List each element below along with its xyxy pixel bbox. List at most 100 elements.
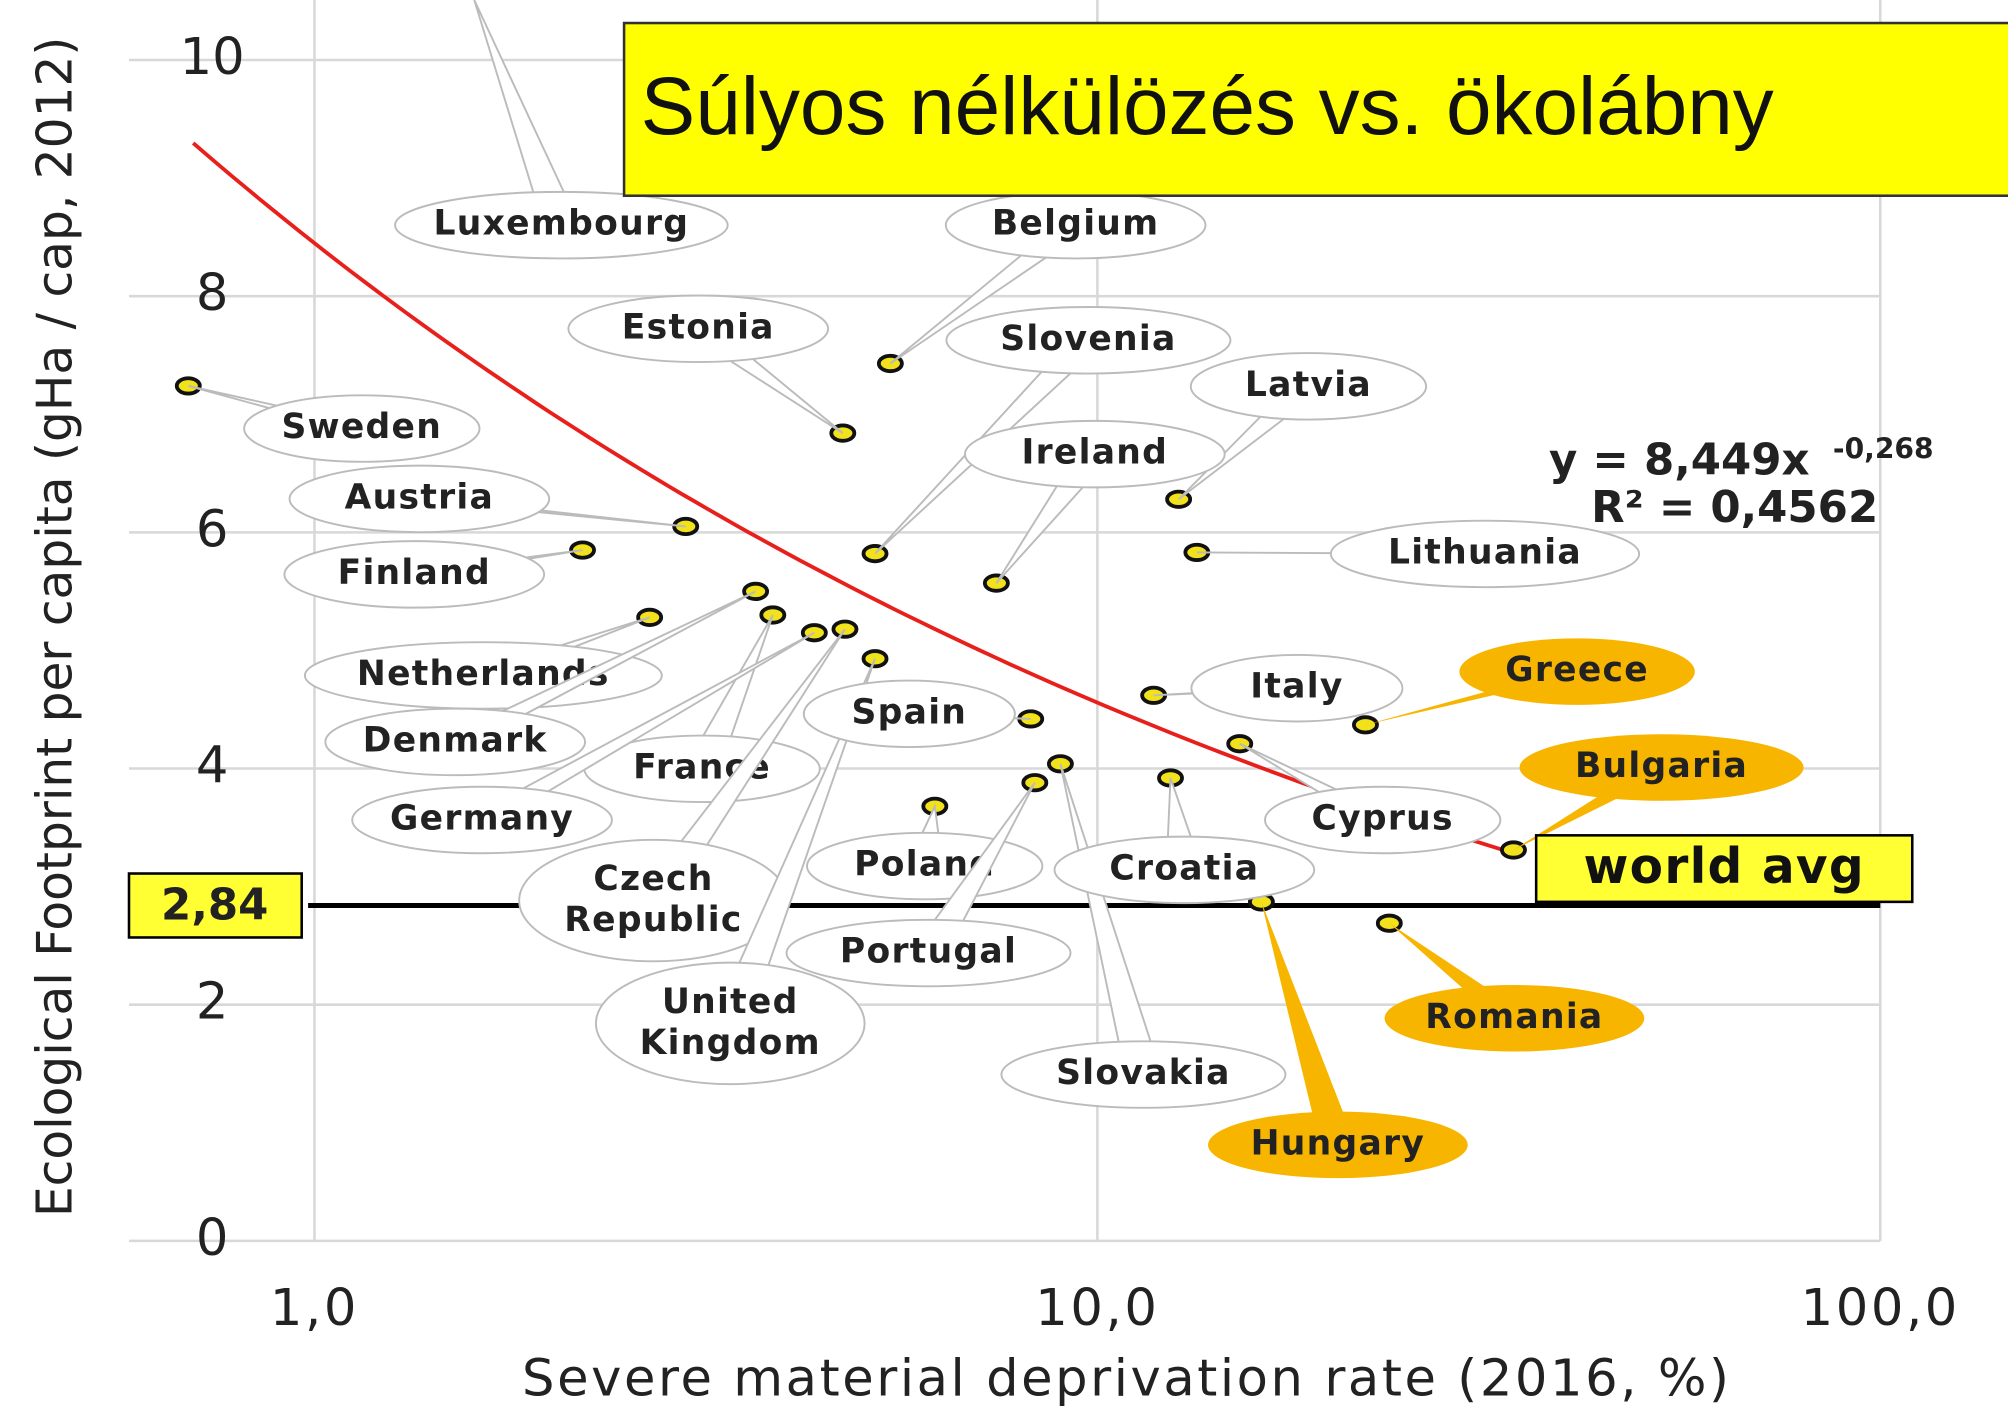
- reference-label: 2,84: [161, 881, 268, 931]
- y-tick-label: 4: [196, 737, 229, 796]
- y-tick-label: 2: [196, 973, 229, 1032]
- point-label: Austria: [345, 477, 494, 517]
- point-label: Hungary: [1251, 1123, 1426, 1163]
- callout-pointer: [679, 327, 844, 434]
- callout: Ireland: [964, 419, 1226, 584]
- callout: United Kingdom: [594, 658, 876, 1086]
- callout: Romania: [1384, 923, 1645, 1052]
- point-label: Lithuania: [1388, 532, 1582, 572]
- y-tick-label: 10: [180, 28, 245, 87]
- x-axis-label: Severe material deprivation rate (2016, …: [522, 1350, 1732, 1409]
- callout: Belgium: [889, 190, 1207, 365]
- callout-pointer: [473, 0, 581, 226]
- callout-bubble: [283, 540, 546, 609]
- callout: Netherlands: [303, 616, 663, 710]
- callout-pointer: [436, 590, 757, 743]
- callout-pointer: [1261, 901, 1356, 1145]
- callout-bubble: [288, 464, 551, 534]
- x-tick-label: 100,0: [1801, 1279, 1960, 1338]
- point-label: Latvia: [1245, 365, 1372, 405]
- callout: Slovenia: [874, 306, 1232, 555]
- callout-bubble: [1190, 654, 1404, 723]
- trend-exponent: -0,268: [1833, 432, 1934, 465]
- callout-bubble: [964, 419, 1226, 489]
- callout-bubble: [1329, 519, 1641, 589]
- callout-bubble: [802, 679, 1016, 749]
- callout: Luxembourg: [394, 0, 729, 260]
- callout-bubble: [1208, 1111, 1468, 1179]
- callout-pointer: [909, 782, 1036, 954]
- callout-pointer: [463, 631, 815, 821]
- reference-label-box: [127, 872, 303, 939]
- callout-bubble: [324, 707, 587, 777]
- callout: Hungary: [1208, 901, 1468, 1179]
- callout-pointer: [1059, 763, 1163, 1075]
- x-tick-label: 1,0: [270, 1279, 359, 1338]
- point-label: Italy: [1250, 667, 1343, 707]
- point-label: Cyprus: [1311, 798, 1453, 838]
- callout: Greece: [1365, 638, 1695, 725]
- callout-bubble: [1000, 1040, 1287, 1109]
- trend-equation: y = 8,449x: [1549, 436, 1810, 486]
- callout-pointer: [711, 658, 876, 1024]
- point-label: Luxembourg: [434, 204, 690, 244]
- callout-bubble: [1053, 835, 1316, 905]
- callout-bubble: [945, 306, 1232, 375]
- callouts: Sweden Estonia Belgium Slovenia Latvia Irelan…: [188, 0, 1804, 1179]
- trend-r2: R² = 0,4562: [1591, 483, 1878, 533]
- callout-bubble: [1519, 734, 1804, 801]
- callout-bubble: [394, 190, 729, 260]
- point-label: Romania: [1425, 997, 1603, 1037]
- point-label: Slovakia: [1056, 1053, 1231, 1093]
- point-label: Spain: [852, 692, 968, 732]
- point-label: Denmark: [363, 720, 548, 760]
- callout: Finland: [283, 540, 583, 609]
- callout: Latvia: [1177, 352, 1428, 501]
- x-tick-label: 10,0: [1035, 1279, 1159, 1338]
- callout-bubble: [1189, 352, 1428, 421]
- point-label: United Kingdom: [640, 981, 821, 1062]
- callout: Denmark: [324, 590, 757, 777]
- point-label: Croatia: [1109, 848, 1259, 888]
- callout: Slovakia: [1000, 763, 1287, 1109]
- reference-name-box: [1534, 834, 1914, 904]
- callout: Bulgaria: [1513, 734, 1804, 850]
- y-tick-label: 8: [196, 264, 229, 323]
- y-tick-label: 6: [196, 500, 229, 559]
- point-label: Germany: [390, 798, 574, 838]
- callout: Austria: [288, 464, 686, 534]
- point: [1352, 715, 1379, 735]
- title-box: [622, 21, 2008, 198]
- point-label: Sweden: [282, 407, 443, 447]
- y-axis-label: Ecological Footprint per capita (gHa / c…: [28, 37, 84, 1217]
- callout-bubble: [1264, 785, 1502, 855]
- callout-bubble: [1384, 985, 1645, 1052]
- callout: Estonia: [567, 294, 844, 434]
- callout: Portugal: [785, 782, 1072, 988]
- point: [1500, 840, 1527, 860]
- trendline: [191, 141, 1515, 855]
- callout: Italy: [1153, 654, 1404, 723]
- callout: Sweden: [188, 384, 481, 463]
- callout-pointer: [874, 339, 1107, 555]
- y-tick-label: 0: [196, 1209, 229, 1268]
- callout-pointer: [634, 628, 846, 902]
- point-label: Greece: [1505, 650, 1649, 690]
- point-label: Finland: [338, 553, 491, 593]
- callout-pointer: [889, 224, 1095, 365]
- callout: Cyprus: [1239, 742, 1502, 855]
- point-label: Belgium: [992, 204, 1160, 244]
- callout-pointer: [683, 614, 774, 770]
- callout-bubble: [785, 918, 1072, 988]
- callout: Croatia: [1053, 777, 1316, 905]
- point-label: Slovenia: [1000, 319, 1176, 359]
- point-label: Czech Republic: [564, 859, 742, 940]
- callout-bubble: [243, 394, 481, 463]
- point-label: Estonia: [622, 307, 775, 347]
- callout-bubble: [1459, 638, 1695, 705]
- callout-bubble: [594, 961, 866, 1086]
- callout: Lithuania: [1196, 519, 1641, 589]
- callout: Germany: [351, 631, 815, 855]
- callout-bubble: [567, 294, 830, 363]
